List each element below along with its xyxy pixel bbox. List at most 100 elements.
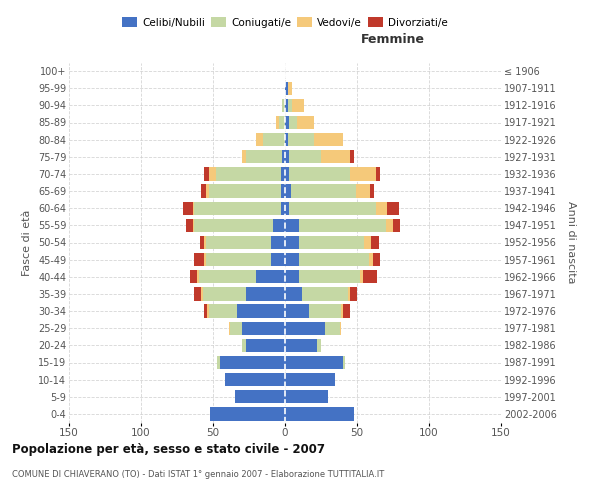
Bar bbox=[317, 338, 321, 352]
Text: COMUNE DI CHIAVERANO (TO) - Dati ISTAT 1° gennaio 2007 - Elaborazione TUTTITALIA: COMUNE DI CHIAVERANO (TO) - Dati ISTAT 1… bbox=[12, 470, 384, 479]
Bar bbox=[205, 236, 206, 249]
Bar bbox=[343, 304, 350, 318]
Bar bbox=[321, 150, 350, 164]
Bar bbox=[217, 356, 220, 369]
Bar bbox=[299, 236, 364, 249]
Bar bbox=[360, 270, 363, 283]
Legend: Celibi/Nubili, Coniugati/e, Vedovi/e, Divorziati/e: Celibi/Nubili, Coniugati/e, Vedovi/e, Di… bbox=[122, 18, 448, 28]
Bar bbox=[285, 98, 288, 112]
Bar bbox=[194, 253, 205, 266]
Bar bbox=[193, 202, 194, 215]
Bar bbox=[285, 116, 289, 129]
Bar bbox=[256, 133, 263, 146]
Bar bbox=[285, 167, 289, 180]
Bar bbox=[292, 98, 304, 112]
Bar bbox=[299, 253, 368, 266]
Bar bbox=[376, 167, 380, 180]
Bar bbox=[393, 218, 400, 232]
Bar bbox=[368, 253, 373, 266]
Bar bbox=[371, 236, 379, 249]
Bar bbox=[203, 287, 246, 300]
Bar bbox=[386, 218, 393, 232]
Bar bbox=[209, 304, 238, 318]
Bar bbox=[263, 133, 285, 146]
Y-axis label: Anni di nascita: Anni di nascita bbox=[566, 201, 576, 284]
Bar bbox=[282, 150, 285, 164]
Bar bbox=[285, 236, 299, 249]
Bar bbox=[289, 202, 376, 215]
Bar bbox=[205, 167, 209, 180]
Bar bbox=[274, 218, 285, 232]
Bar bbox=[242, 338, 246, 352]
Bar bbox=[206, 184, 209, 198]
Y-axis label: Fasce di età: Fasce di età bbox=[22, 210, 32, 276]
Bar bbox=[370, 184, 374, 198]
Bar bbox=[256, 270, 285, 283]
Bar bbox=[288, 98, 292, 112]
Bar bbox=[314, 133, 343, 146]
Bar bbox=[279, 116, 285, 129]
Bar bbox=[350, 167, 376, 180]
Bar bbox=[285, 356, 343, 369]
Bar bbox=[220, 356, 285, 369]
Bar bbox=[210, 407, 285, 420]
Bar bbox=[285, 218, 299, 232]
Bar bbox=[206, 236, 271, 249]
Bar bbox=[285, 133, 288, 146]
Bar bbox=[207, 304, 209, 318]
Bar bbox=[271, 253, 285, 266]
Bar bbox=[281, 167, 285, 180]
Bar bbox=[285, 390, 328, 404]
Bar bbox=[285, 184, 291, 198]
Bar bbox=[190, 270, 197, 283]
Bar bbox=[364, 236, 371, 249]
Bar bbox=[246, 150, 282, 164]
Bar bbox=[193, 218, 194, 232]
Bar bbox=[343, 356, 346, 369]
Bar bbox=[302, 287, 349, 300]
Bar bbox=[194, 218, 274, 232]
Bar bbox=[281, 202, 285, 215]
Bar bbox=[242, 150, 246, 164]
Bar bbox=[289, 150, 321, 164]
Bar bbox=[350, 287, 357, 300]
Bar bbox=[246, 338, 285, 352]
Bar bbox=[282, 98, 285, 112]
Bar bbox=[199, 270, 256, 283]
Bar bbox=[242, 322, 285, 335]
Bar bbox=[285, 202, 289, 215]
Bar bbox=[235, 390, 285, 404]
Bar bbox=[376, 202, 387, 215]
Bar bbox=[230, 322, 242, 335]
Bar bbox=[299, 270, 360, 283]
Bar bbox=[185, 218, 193, 232]
Bar bbox=[246, 287, 285, 300]
Bar bbox=[285, 322, 325, 335]
Bar bbox=[216, 167, 281, 180]
Bar bbox=[285, 287, 302, 300]
Bar bbox=[285, 82, 288, 95]
Bar bbox=[285, 304, 310, 318]
Text: Popolazione per età, sesso e stato civile - 2007: Popolazione per età, sesso e stato civil… bbox=[12, 442, 325, 456]
Bar bbox=[285, 338, 317, 352]
Bar bbox=[224, 373, 285, 386]
Bar bbox=[229, 322, 230, 335]
Bar bbox=[289, 167, 350, 180]
Bar bbox=[277, 116, 279, 129]
Bar bbox=[200, 236, 205, 249]
Bar bbox=[238, 304, 285, 318]
Bar bbox=[285, 373, 335, 386]
Bar bbox=[205, 253, 206, 266]
Bar bbox=[281, 184, 285, 198]
Bar bbox=[205, 304, 207, 318]
Bar bbox=[288, 133, 314, 146]
Bar bbox=[206, 253, 271, 266]
Bar bbox=[350, 150, 354, 164]
Bar bbox=[296, 116, 314, 129]
Bar bbox=[349, 287, 350, 300]
Bar bbox=[197, 270, 199, 283]
Bar bbox=[291, 184, 356, 198]
Bar bbox=[285, 407, 354, 420]
Bar bbox=[285, 270, 299, 283]
Bar bbox=[194, 202, 281, 215]
